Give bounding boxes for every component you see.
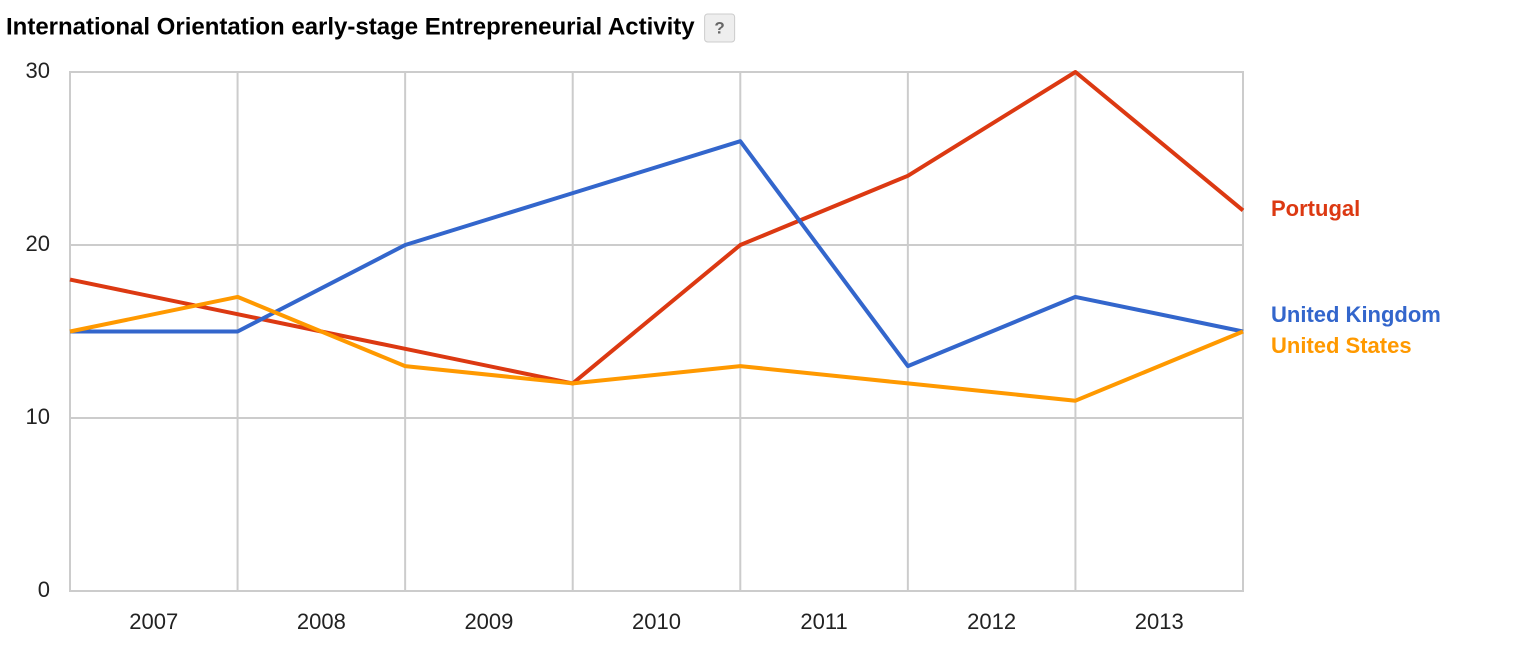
line-series (69, 294, 1244, 403)
x-tick-label: 2010 (632, 609, 681, 634)
x-tick-label: 2008 (297, 609, 346, 634)
x-tick-label: 2011 (800, 609, 847, 634)
x-tick-label: 2012 (967, 609, 1016, 634)
y-tick-label: 20 (26, 231, 50, 256)
legend-label: United States (1271, 333, 1412, 358)
line-series (70, 139, 1244, 369)
legend-label: United Kingdom (1271, 302, 1441, 327)
line-series (69, 70, 1245, 386)
help-button[interactable]: ? (704, 13, 736, 43)
x-tick-label: 2013 (1135, 609, 1184, 634)
x-tick-label: 2007 (129, 609, 178, 634)
chart-title: International Orientation early-stage En… (6, 13, 695, 40)
y-tick-label: 30 (26, 58, 50, 83)
help-button-box[interactable] (704, 13, 736, 43)
help-button-label[interactable]: ? (714, 18, 724, 37)
legend-label: Portugal (1271, 196, 1360, 221)
y-tick-label: 0 (38, 577, 50, 602)
x-tick-label: 2009 (464, 609, 513, 634)
y-tick-label: 10 (26, 404, 50, 429)
plot-frame (69, 71, 1244, 592)
